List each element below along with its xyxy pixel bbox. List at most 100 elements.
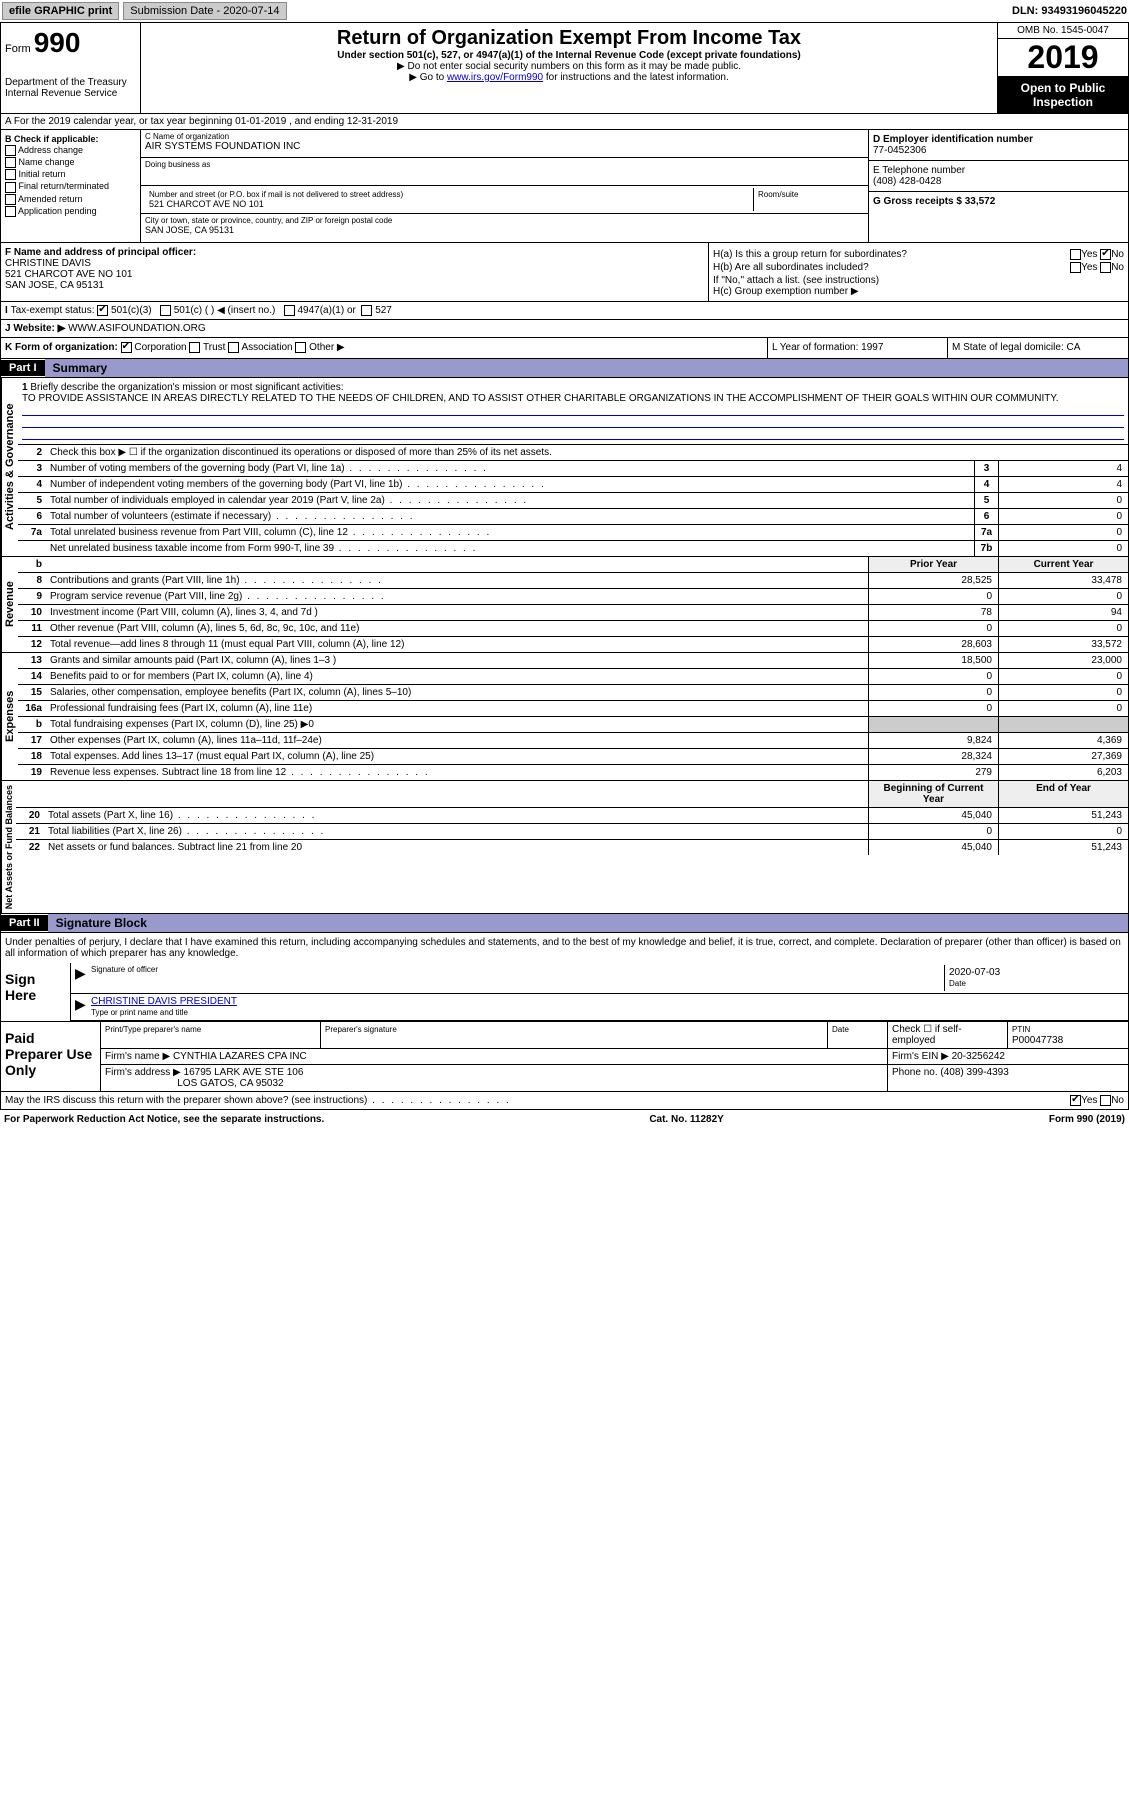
p18: 28,324 bbox=[868, 749, 998, 764]
c-name-label: C Name of organization bbox=[145, 132, 864, 141]
discuss-row: May the IRS discuss this return with the… bbox=[0, 1092, 1129, 1110]
chk-address-change[interactable]: Address change bbox=[5, 145, 136, 156]
l8: Contributions and grants (Part VIII, lin… bbox=[46, 573, 868, 588]
row-klm: K Form of organization: Corporation Trus… bbox=[0, 338, 1129, 358]
c9: 0 bbox=[998, 589, 1128, 604]
c8: 33,478 bbox=[998, 573, 1128, 588]
dln: DLN: 93493196045220 bbox=[1012, 5, 1127, 17]
chk-initial-return[interactable]: Initial return bbox=[5, 169, 136, 180]
section-fh: F Name and address of principal officer:… bbox=[0, 243, 1129, 302]
p11: 0 bbox=[868, 621, 998, 636]
firm-ein: 20-3256242 bbox=[952, 1051, 1005, 1062]
omb-number: OMB No. 1545-0047 bbox=[998, 23, 1128, 39]
l6: Total number of volunteers (estimate if … bbox=[46, 509, 974, 524]
l16a: Professional fundraising fees (Part IX, … bbox=[46, 701, 868, 716]
c19: 6,203 bbox=[998, 765, 1128, 780]
l5: Total number of individuals employed in … bbox=[46, 493, 974, 508]
ptin-val: P00047738 bbox=[1012, 1035, 1063, 1046]
part1-rev: Revenue bPrior YearCurrent Year 8Contrib… bbox=[0, 557, 1129, 653]
phone-label: E Telephone number bbox=[873, 165, 1124, 176]
section-bcd: B Check if applicable: Address change Na… bbox=[0, 130, 1129, 243]
l16b: Total fundraising expenses (Part IX, col… bbox=[46, 717, 868, 732]
c12: 33,572 bbox=[998, 637, 1128, 652]
chk-app-pending[interactable]: Application pending bbox=[5, 206, 136, 217]
chk-name-change[interactable]: Name change bbox=[5, 157, 136, 168]
v6: 0 bbox=[998, 509, 1128, 524]
vlabel-na: Net Assets or Fund Balances bbox=[1, 781, 16, 913]
chk-final-return[interactable]: Final return/terminated bbox=[5, 181, 136, 192]
cat-no: Cat. No. 11282Y bbox=[649, 1114, 723, 1125]
efile-print-btn[interactable]: efile GRAPHIC print bbox=[2, 2, 119, 20]
paid-preparer-block: Paid Preparer Use Only Print/Type prepar… bbox=[0, 1022, 1129, 1092]
l12: Total revenue—add lines 8 through 11 (mu… bbox=[46, 637, 868, 652]
self-emp-chk[interactable]: Check ☐ if self-employed bbox=[892, 1024, 962, 1046]
l22: Net assets or fund balances. Subtract li… bbox=[44, 840, 868, 855]
end-hdr: End of Year bbox=[998, 781, 1128, 807]
officer-name-link[interactable]: CHRISTINE DAVIS PRESIDENT bbox=[91, 996, 237, 1007]
c11: 0 bbox=[998, 621, 1128, 636]
l-year-formation: L Year of formation: 1997 bbox=[768, 338, 948, 357]
part2-header: Part II Signature Block bbox=[0, 914, 1129, 933]
chk-amended[interactable]: Amended return bbox=[5, 194, 136, 205]
discuss-yes bbox=[1070, 1095, 1081, 1106]
page-footer: For Paperwork Reduction Act Notice, see … bbox=[0, 1110, 1129, 1129]
room-label: Room/suite bbox=[758, 190, 860, 199]
b-label: B Check if applicable: bbox=[5, 134, 136, 144]
ein-value: 77-0452306 bbox=[873, 145, 1124, 156]
l3: Number of voting members of the governin… bbox=[46, 461, 974, 476]
dba-label: Doing business as bbox=[145, 160, 864, 169]
c15: 0 bbox=[998, 685, 1128, 700]
hb-note: If "No," attach a list. (see instruction… bbox=[713, 275, 1124, 286]
chk-corp bbox=[121, 342, 132, 353]
p17: 9,824 bbox=[868, 733, 998, 748]
city-value: SAN JOSE, CA 95131 bbox=[145, 225, 864, 235]
sign-here-label: Sign Here bbox=[1, 963, 71, 1021]
l9: Program service revenue (Part VIII, line… bbox=[46, 589, 868, 604]
row-a-tax-year: A For the 2019 calendar year, or tax yea… bbox=[0, 114, 1129, 130]
l18: Total expenses. Add lines 13–17 (must eq… bbox=[46, 749, 868, 764]
city-label: City or town, state or province, country… bbox=[145, 216, 864, 225]
v7b: 0 bbox=[998, 541, 1128, 556]
c17: 4,369 bbox=[998, 733, 1128, 748]
p20: 45,040 bbox=[868, 808, 998, 823]
ha-label: H(a) Is this a group return for subordin… bbox=[713, 249, 907, 260]
chk-501c3 bbox=[97, 305, 108, 316]
c18: 27,369 bbox=[998, 749, 1128, 764]
part1-exp: Expenses 13Grants and similar amounts pa… bbox=[0, 653, 1129, 781]
beg-hdr: Beginning of Current Year bbox=[868, 781, 998, 807]
form-header: Form 990 Department of the Treasury Inte… bbox=[0, 22, 1129, 114]
v3: 4 bbox=[998, 461, 1128, 476]
row-j-website: J Website: ▶ WWW.ASIFOUNDATION.ORG bbox=[0, 320, 1129, 338]
l13: Grants and similar amounts paid (Part IX… bbox=[46, 653, 868, 668]
gross-receipts: G Gross receipts $ 33,572 bbox=[873, 196, 1124, 207]
perjury-decl: Under penalties of perjury, I declare th… bbox=[1, 933, 1128, 963]
p9: 0 bbox=[868, 589, 998, 604]
l11: Other revenue (Part VIII, column (A), li… bbox=[46, 621, 868, 636]
vlabel-rev: Revenue bbox=[1, 557, 18, 652]
v5: 0 bbox=[998, 493, 1128, 508]
vlabel-exp: Expenses bbox=[1, 653, 18, 780]
phone-value: (408) 428-0428 bbox=[873, 176, 1124, 187]
p15: 0 bbox=[868, 685, 998, 700]
part1-header: Part I Summary bbox=[0, 359, 1129, 378]
f-label: F Name and address of principal officer: bbox=[5, 247, 704, 258]
c14: 0 bbox=[998, 669, 1128, 684]
type-name-label: Type or print name and title bbox=[91, 1008, 188, 1017]
c13: 23,000 bbox=[998, 653, 1128, 668]
pra-notice: For Paperwork Reduction Act Notice, see … bbox=[4, 1114, 324, 1125]
hc-label: H(c) Group exemption number ▶ bbox=[713, 286, 1124, 297]
p14: 0 bbox=[868, 669, 998, 684]
p21: 0 bbox=[868, 824, 998, 839]
p16a: 0 bbox=[868, 701, 998, 716]
dept-treasury: Department of the Treasury Internal Reve… bbox=[5, 77, 136, 99]
sig-officer-label: Signature of officer bbox=[91, 965, 944, 974]
firm-phone: (408) 399-4393 bbox=[940, 1067, 1008, 1078]
c22: 51,243 bbox=[998, 840, 1128, 855]
header-sub1: Under section 501(c), 527, or 4947(a)(1)… bbox=[145, 50, 993, 61]
officer-addr1: 521 CHARCOT AVE NO 101 bbox=[5, 269, 704, 280]
p10: 78 bbox=[868, 605, 998, 620]
topbar: efile GRAPHIC print Submission Date - 20… bbox=[0, 0, 1129, 22]
firm-addr2: LOS GATOS, CA 95032 bbox=[177, 1078, 283, 1089]
header-sub3: ▶ Go to www.irs.gov/Form990 for instruct… bbox=[145, 72, 993, 83]
irs-link[interactable]: www.irs.gov/Form990 bbox=[447, 72, 543, 83]
